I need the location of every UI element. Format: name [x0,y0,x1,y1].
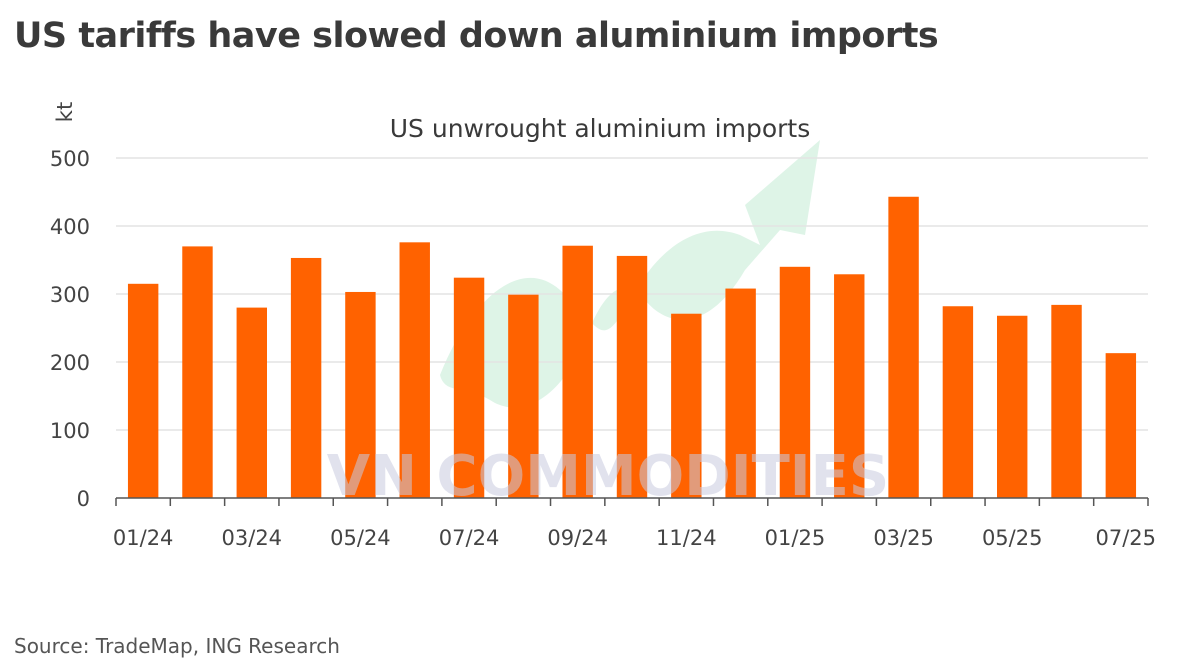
bar-02-25 [834,274,865,498]
bar-11-24 [671,313,702,498]
bar-07-25 [1105,353,1137,498]
x-tick-label: 11/24 [656,526,717,550]
x-tick-label: 03/25 [873,526,934,550]
bar-03-25 [888,196,919,498]
bar-03-24 [236,307,267,498]
bar-08-24 [508,294,539,498]
y-tick-label: 0 [77,487,90,511]
bar-10-24 [616,255,648,498]
x-tick-label: 01/25 [765,526,826,550]
x-tick-label: 07/25 [1095,526,1156,550]
x-tick-label: 03/24 [222,526,283,550]
bar-05-25 [997,315,1028,498]
bar-05-24 [345,291,376,498]
bar-06-24 [399,242,430,498]
x-tick-label: 05/24 [330,526,391,550]
y-tick-label: 300 [50,283,90,307]
bar-02-24 [182,246,213,498]
bar-07-24 [453,277,485,498]
bar-12-24 [725,288,756,498]
source-note: Source: TradeMap, ING Research [14,634,340,658]
y-tick-label: 100 [50,419,90,443]
x-tick-label: 07/24 [439,526,500,550]
x-tick-label: 09/24 [547,526,608,550]
x-tick-label: 05/25 [982,526,1043,550]
y-tick-label: 500 [50,147,90,171]
y-axis-unit: kt [53,102,77,122]
bar-04-25 [942,306,974,498]
y-tick-label: 400 [50,215,90,239]
x-tick-label: 01/24 [113,526,174,550]
bar-chart: 0 100 200 300 400 500 01/24 03/24 05/24 07/24 09/2… [50,102,1156,550]
bar-06-25 [1051,304,1082,498]
chart-subtitle: US unwrought aluminium imports [390,114,811,143]
bar-01-25 [779,266,811,498]
bar-04-24 [290,257,322,498]
chart-title: US tariffs have slowed down aluminium im… [14,16,939,56]
bar-09-24 [562,245,593,498]
y-tick-label: 200 [50,351,90,375]
watermark-text: VN COMMODITIES [327,444,889,509]
bar-01-24 [127,283,159,498]
